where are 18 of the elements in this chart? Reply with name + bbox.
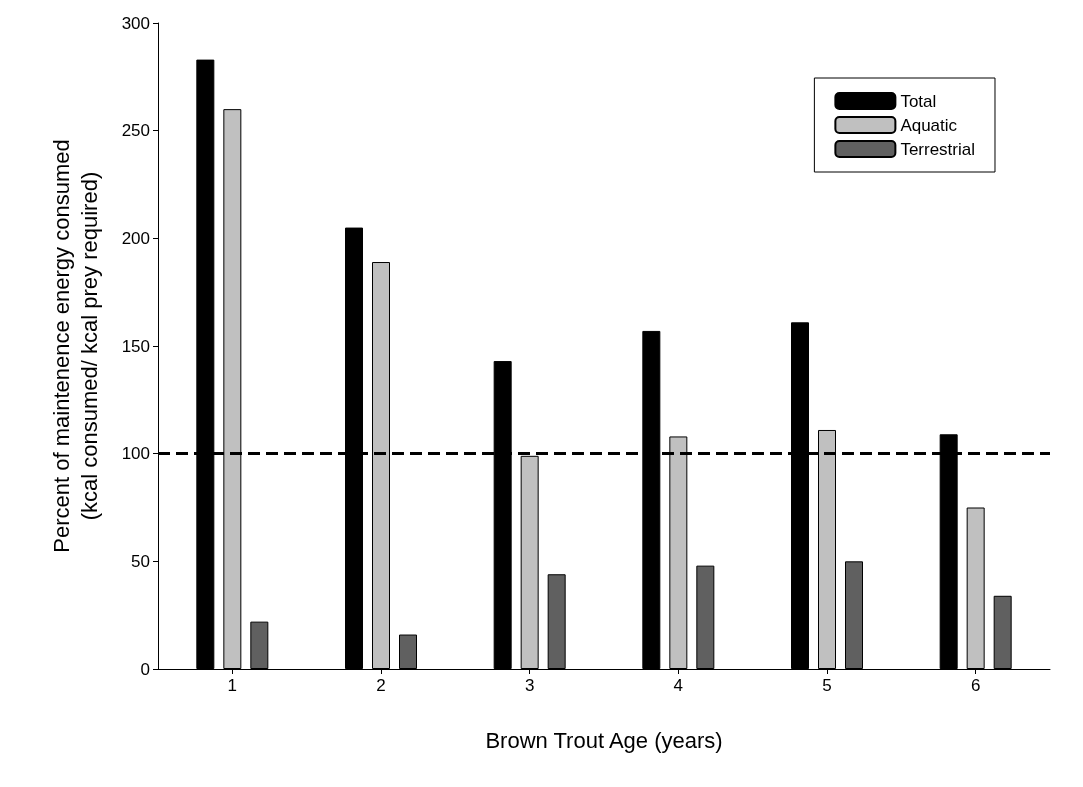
x-tick-label: 2 (376, 676, 386, 695)
legend-label: Aquatic (900, 115, 958, 135)
x-tick-label: 5 (822, 676, 832, 695)
y-tick-label: 300 (121, 13, 150, 33)
y-tick-label: 0 (140, 659, 150, 679)
y-axis-title: Percent of maintenence energy consumed (kcal consumed/ kcal prey required) (48, 139, 102, 553)
y-tick-label: 150 (121, 336, 150, 356)
y-tick-label: 200 (121, 228, 150, 248)
x-tick-label: 1 (227, 676, 238, 695)
y-tick-label: 100 (121, 444, 150, 464)
x-tick-label: 6 (970, 676, 981, 695)
x-tick-label: 3 (524, 676, 535, 695)
x-axis-title: Brown Trout Age (years) (485, 727, 723, 753)
legend-label: Total (900, 91, 937, 111)
legend-label: Terrestrial (900, 139, 975, 159)
y-tick-label: 250 (121, 121, 150, 141)
y-tick-label: 50 (131, 551, 150, 571)
x-tick-label: 4 (673, 676, 684, 695)
